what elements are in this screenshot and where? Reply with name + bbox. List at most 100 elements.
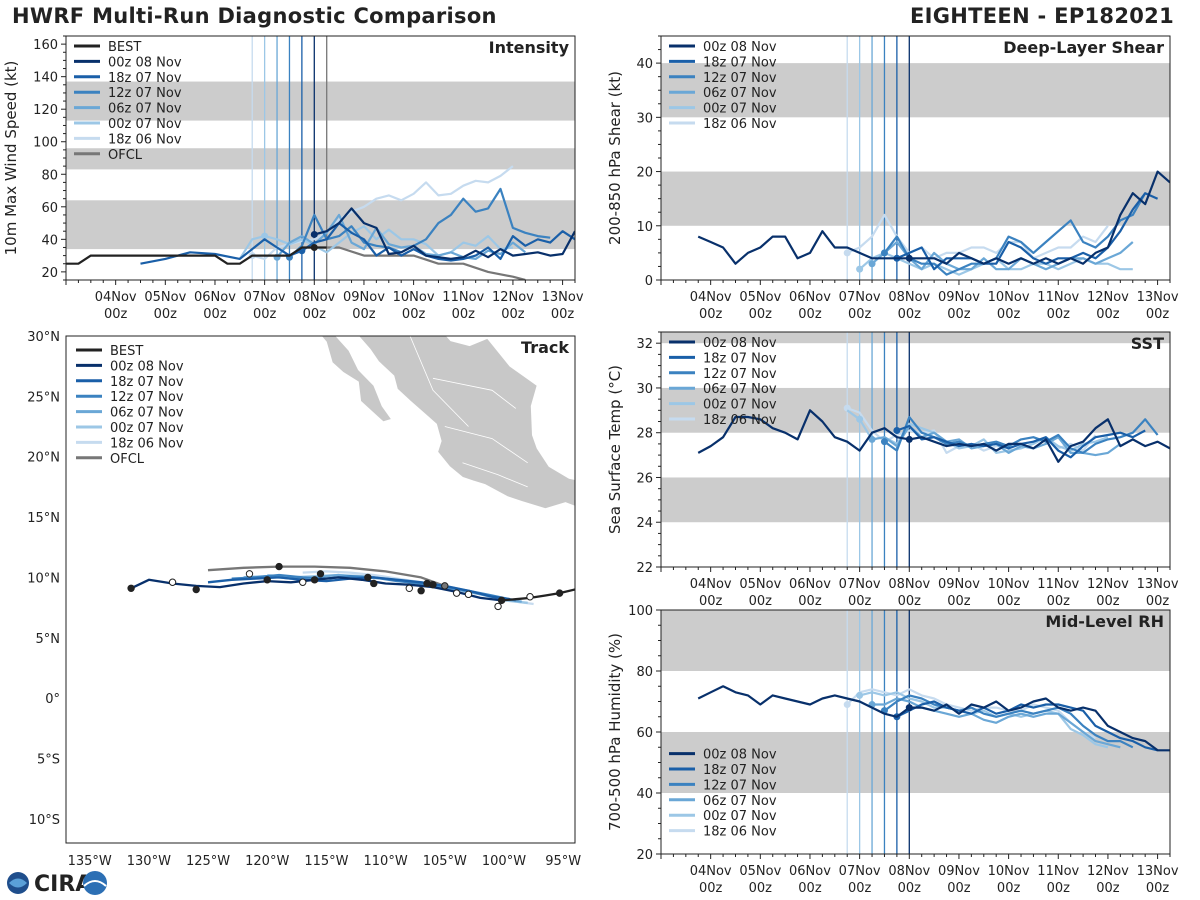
legend-label-00z-08-nov: 00z 08 Nov (703, 336, 777, 351)
x-tick-label: 13Nov (1137, 577, 1179, 592)
y-tick-label: 40 (636, 57, 653, 72)
x-tick-label: 07Nov (244, 290, 286, 305)
legend-label-12z-07-nov: 12z 07 Nov (703, 367, 777, 382)
x-tick-label: 04Nov (690, 290, 732, 305)
init-marker-12z-07-nov (880, 438, 888, 446)
x-tick-label: 00z (203, 307, 227, 322)
series-line-ofcl (326, 246, 526, 280)
x-tick-label: 09Nov (938, 864, 980, 879)
track-position-marker (192, 585, 200, 594)
y-tick-label: 80 (636, 665, 653, 680)
x-tick-label: 05Nov (739, 577, 781, 592)
x-tick-label: 00z (997, 307, 1021, 322)
y-tick-label: 60 (41, 201, 58, 216)
track-position-marker (429, 580, 437, 589)
legend-label-06z-07-nov: 06z 07 Nov (703, 794, 777, 809)
x-tick-label: 08Nov (888, 290, 930, 305)
track-position-marker (441, 582, 449, 590)
chart-title: SST (1131, 334, 1164, 353)
lat-label: 5°S (37, 753, 60, 768)
x-tick-label: 06Nov (789, 577, 831, 592)
series-line-18z-07-nov (896, 700, 1158, 752)
x-tick-label: 00z (303, 307, 327, 322)
init-marker-12z-07-nov (880, 249, 888, 257)
x-tick-label: 00z (997, 594, 1021, 609)
y-tick-label: 26 (636, 471, 653, 486)
legend-label-18z-06-nov: 18z 06 Nov (108, 132, 182, 147)
y-tick-label: 60 (636, 726, 653, 741)
series-line-18z-06-nov (846, 213, 1109, 260)
y-tick-label: 30 (636, 111, 653, 126)
x-tick-label: 00z (798, 881, 822, 896)
series-line-06z-07-nov (871, 240, 1134, 271)
y-axis-label: Sea Surface Temp (°C) (606, 365, 624, 534)
lat-label: 30°N (27, 330, 60, 345)
x-tick-label: 00z (699, 307, 723, 322)
x-tick-label: 12Nov (492, 290, 534, 305)
state-border (462, 462, 528, 488)
legend-label-18z-06-nov: 18z 06 Nov (703, 117, 777, 132)
x-tick-label: 06Nov (194, 290, 236, 305)
shaded-band (661, 332, 1170, 344)
y-tick-label: 0 (645, 274, 653, 289)
logo-text: CIRA (34, 872, 92, 897)
lat-label: 10°N (27, 571, 60, 586)
y-tick-label: 28 (636, 427, 653, 442)
track-position-marker (299, 578, 307, 586)
legend-label-00z-07-nov: 00z 07 Nov (110, 421, 184, 436)
x-tick-label: 00z (997, 881, 1021, 896)
legend-label-ofcl: OFCL (110, 452, 145, 467)
legend-label-00z-08-nov: 00z 08 Nov (110, 359, 184, 374)
x-tick-label: 00z (1146, 881, 1170, 896)
track-position-marker (417, 587, 425, 595)
legend-label-00z-07-nov: 00z 07 Nov (703, 102, 777, 117)
track-position-marker (310, 576, 319, 584)
legend-label-best: BEST (110, 344, 143, 359)
x-tick-label: 00z (699, 881, 723, 896)
track-position-marker (452, 589, 461, 597)
lon-label: 125°W (186, 854, 230, 869)
sst-chart: 22 24 26 28 30 32 04Nov 00z 05Nov 00z 06Nov 00z 07No… (606, 331, 1179, 609)
x-tick-label: 09Nov (938, 577, 980, 592)
x-tick-label: 00z (1096, 307, 1120, 322)
init-marker-06z-07-nov (868, 435, 876, 443)
legend-label-00z-07-nov: 00z 07 Nov (703, 398, 777, 413)
legend-label-18z-07-nov: 18z 07 Nov (703, 55, 777, 70)
track-line-ofcl (207, 565, 446, 587)
x-tick-label: 00z (699, 594, 723, 609)
land-mexico (358, 336, 575, 510)
x-tick-label: 00z (947, 307, 971, 322)
track-line-best (501, 588, 575, 602)
lon-label: 115°W (304, 854, 348, 869)
series-line-00z-08-nov (697, 170, 1170, 265)
x-tick-label: 04Nov (690, 577, 732, 592)
x-tick-label: 00z (848, 881, 872, 896)
series-line-00z-07-nov (859, 691, 1109, 749)
shaded-band (661, 610, 1170, 671)
x-tick-label: 00z (1047, 881, 1071, 896)
x-tick-label: 12Nov (1087, 290, 1129, 305)
x-tick-label: 00z (749, 307, 773, 322)
y-tick-label: 20 (636, 848, 653, 863)
chart-title: Mid-Level RH (1045, 612, 1164, 631)
legend-label-06z-07-nov: 06z 07 Nov (108, 102, 182, 117)
y-tick-label: 80 (41, 168, 58, 183)
track-position-marker (275, 562, 283, 571)
series-line-12z-07-nov (883, 415, 1159, 454)
track-position-marker (127, 584, 135, 592)
x-tick-label: 09Nov (938, 290, 980, 305)
x-tick-label: 10Nov (393, 290, 435, 305)
x-tick-label: 13Nov (1137, 864, 1179, 879)
x-tick-label: 08Nov (888, 577, 930, 592)
page-title: HWRF Multi-Run Diagnostic Comparison (12, 4, 497, 28)
legend-label-00z-08-nov: 00z 08 Nov (703, 748, 777, 763)
y-tick-label: 20 (636, 166, 653, 181)
y-tick-label: 10 (636, 220, 653, 235)
shaded-band (661, 732, 1170, 793)
state-border (444, 426, 528, 464)
x-tick-label: 07Nov (839, 864, 881, 879)
legend-background (70, 340, 170, 470)
x-tick-label: 08Nov (888, 864, 930, 879)
series-line-00z-08-nov (314, 207, 575, 260)
x-tick-label: 00z (1146, 307, 1170, 322)
